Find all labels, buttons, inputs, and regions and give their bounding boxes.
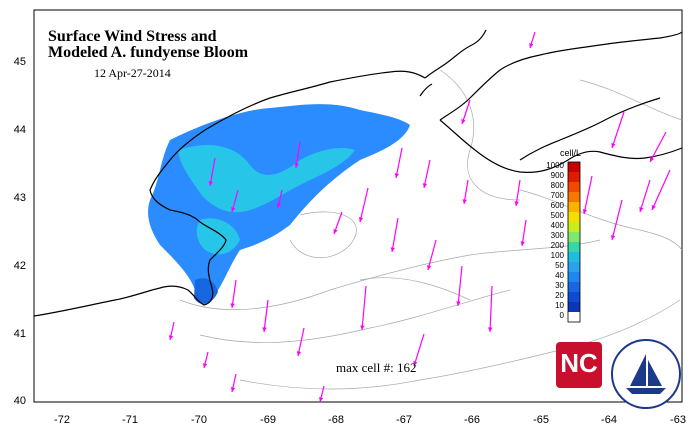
y-tick-label: 44 xyxy=(13,124,26,136)
colorbar-swatch xyxy=(568,182,580,192)
wind-arrow xyxy=(461,99,471,125)
x-tick-label: -66 xyxy=(464,414,480,426)
colorbar-label: 900 xyxy=(550,171,564,180)
wind-arrow xyxy=(230,373,237,393)
x-tick-label: -67 xyxy=(396,414,412,426)
map-title-line2: Modeled A. fundyense Bloom xyxy=(48,44,249,61)
colorbar-swatch xyxy=(568,212,580,222)
wind-arrow xyxy=(413,333,425,367)
colorbar-swatch xyxy=(568,222,580,232)
x-tick-label: -71 xyxy=(122,414,138,426)
colorbar-swatch xyxy=(568,302,580,312)
wind-arrow xyxy=(582,175,593,215)
wind-arrow xyxy=(168,321,175,341)
date-label: 12 Apr-27-2014 xyxy=(94,66,171,80)
y-tick-label: 45 xyxy=(13,56,26,68)
colorbar-label: 800 xyxy=(550,181,564,190)
colorbar-label: 30 xyxy=(555,281,564,290)
x-tick-label: -63 xyxy=(670,414,686,426)
wind-arrow xyxy=(296,327,305,357)
wind-arrow xyxy=(456,265,463,307)
x-tick-label: -70 xyxy=(191,414,207,426)
wind-arrow xyxy=(394,147,403,179)
wind-arrow xyxy=(276,189,283,209)
colorbar-swatch xyxy=(568,312,580,322)
wind-arrow xyxy=(208,157,216,187)
colorbar-swatch xyxy=(568,172,580,182)
colorbar-label: 100 xyxy=(550,251,564,260)
wind-arrow xyxy=(611,111,625,149)
bathymetry-contours xyxy=(179,69,683,390)
ncsu-logo: NC xyxy=(556,342,602,388)
colorbar-swatch xyxy=(568,162,580,172)
wind-arrow xyxy=(651,169,671,211)
wind-arrow xyxy=(231,189,239,213)
colorbar-swatch xyxy=(568,202,580,212)
wind-arrow xyxy=(520,219,527,247)
wind-arrow xyxy=(333,211,343,235)
max-cell-label: max cell #: 162 xyxy=(336,360,417,375)
wind-arrow xyxy=(649,131,667,163)
wind-arrow xyxy=(514,179,521,207)
coastline xyxy=(33,29,683,317)
x-tick-label: -68 xyxy=(328,414,344,426)
wind-arrow xyxy=(639,179,651,213)
y-tick-label: 43 xyxy=(13,192,26,204)
wind-arrow xyxy=(488,285,493,333)
wind-arrow xyxy=(427,239,437,271)
colorbar-label: 20 xyxy=(555,291,564,300)
wind-arrow xyxy=(610,199,623,241)
map-title-line1: Surface Wind Stress and xyxy=(48,28,217,45)
colorbar-swatch xyxy=(568,292,580,302)
y-tick-label: 42 xyxy=(13,260,26,272)
y-tick-label: 40 xyxy=(13,395,26,407)
colorbar-swatch xyxy=(568,252,580,262)
colorbar xyxy=(567,161,581,323)
bloom-edge xyxy=(178,145,355,213)
wind-arrow xyxy=(462,179,469,205)
colorbar-label: 10 xyxy=(555,301,564,310)
x-tick-label: -69 xyxy=(260,414,276,426)
colorbar-label: 1000 xyxy=(546,161,564,170)
whoi-logo xyxy=(611,339,681,409)
colorbar-swatch xyxy=(568,242,580,252)
x-tick-label: -64 xyxy=(601,414,617,426)
wind-arrow xyxy=(318,385,325,403)
wind-arrow xyxy=(262,299,269,333)
colorbar-label: 300 xyxy=(550,231,564,240)
colorbar-swatch xyxy=(568,192,580,202)
wind-arrow xyxy=(422,159,431,189)
colorbar-label: 500 xyxy=(550,211,564,220)
colorbar-swatch xyxy=(568,282,580,292)
colorbar-frame xyxy=(567,161,581,323)
wind-arrow xyxy=(294,141,301,169)
wind-arrow xyxy=(230,279,237,309)
colorbar-swatch xyxy=(568,262,580,272)
colorbar-label: 600 xyxy=(550,201,564,210)
colorbar-label: 40 xyxy=(555,271,564,280)
x-tick-label: -65 xyxy=(533,414,549,426)
wind-arrow xyxy=(202,351,209,369)
colorbar-label: 700 xyxy=(550,191,564,200)
wind-arrow xyxy=(529,31,536,49)
colorbar-label: 200 xyxy=(550,241,564,250)
colorbar-label: 0 xyxy=(559,311,564,320)
wind-arrows xyxy=(168,31,671,403)
colorbar-label: 400 xyxy=(550,221,564,230)
x-tick-label: -72 xyxy=(54,414,70,426)
wind-arrow xyxy=(360,285,367,331)
wind-arrow xyxy=(358,187,369,223)
y-tick-label: 41 xyxy=(13,328,26,340)
colorbar-swatch xyxy=(568,232,580,242)
colorbar-swatch xyxy=(568,272,580,282)
colorbar-label: 50 xyxy=(555,261,564,270)
colorbar-unit: cell/L xyxy=(560,148,582,158)
wind-arrow xyxy=(390,217,399,253)
